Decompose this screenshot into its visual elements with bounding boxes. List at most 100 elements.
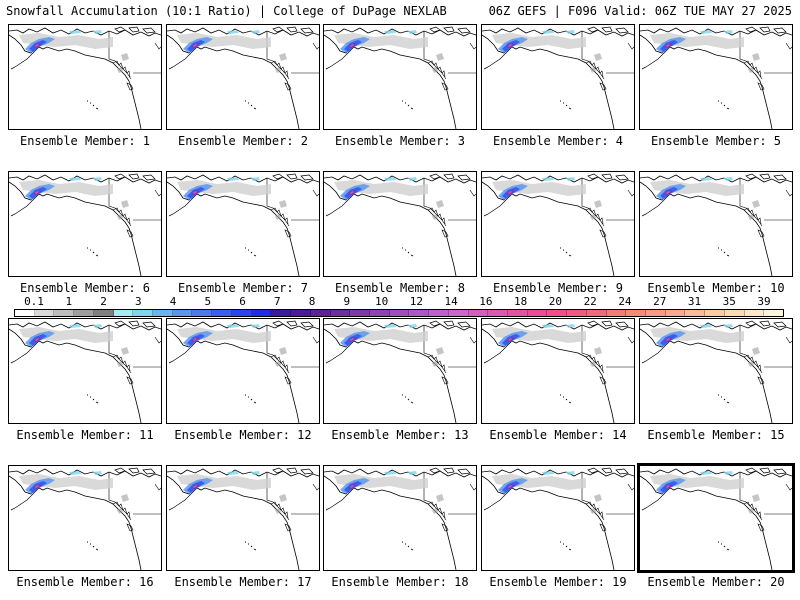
ensemble-map-panel[interactable]: [481, 24, 635, 130]
map-icon: [167, 320, 319, 423]
colorbar-swatch: [34, 310, 55, 316]
map-icon: [640, 173, 792, 276]
colorbar-tick-label: 20: [548, 295, 563, 308]
ensemble-member-label: Ensemble Member: 16: [16, 575, 154, 589]
ensemble-map-panel[interactable]: [166, 24, 320, 130]
colorbar-tick-label: 35: [722, 295, 736, 308]
ensemble-member-label: Ensemble Member: 9: [492, 281, 624, 295]
ensemble-map-panel[interactable]: [481, 465, 635, 571]
colorbar-swatch: [212, 310, 232, 316]
colorbar-swatch: [567, 310, 587, 316]
ensemble-member-label: Ensemble Member: 6: [19, 281, 151, 295]
ensemble-member-label: Ensemble Member: 2: [177, 134, 309, 148]
colorbar-tick-label: 6: [239, 295, 246, 308]
map-icon: [324, 467, 476, 570]
map-icon: [9, 467, 161, 570]
ensemble-map-panel[interactable]: [481, 318, 635, 424]
ensemble-map-panel[interactable]: [8, 24, 162, 130]
colorbar-swatch: [350, 310, 370, 316]
ensemble-member-label: Ensemble Member: 10: [647, 281, 785, 295]
colorbar-swatch: [606, 310, 627, 316]
map-icon: [324, 173, 476, 276]
colorbar-swatch: [685, 310, 706, 316]
ensemble-member-label: Ensemble Member: 12: [174, 428, 312, 442]
colorbar-swatch: [74, 310, 94, 316]
colorbar-swatch: [113, 310, 134, 316]
colorbar-swatch: [744, 310, 765, 316]
map-icon: [640, 26, 792, 129]
map-icon: [482, 26, 634, 129]
colorbar-swatch: [389, 310, 410, 316]
colorbar-tick-label: 4: [169, 295, 177, 308]
colorbar-labels: 0.1 1 2 3 4 5 6 7 8 9 10 12 14 16 18 20 22 24 27 31 35 39: [14, 296, 784, 308]
ensemble-map-panel[interactable]: [166, 318, 320, 424]
colorbar-swatch: [586, 310, 607, 316]
ensemble-map-panel[interactable]: [323, 171, 477, 277]
ensemble-member-label: Ensemble Member: 15: [647, 428, 785, 442]
ensemble-member-label: Ensemble Member: 4: [492, 134, 624, 148]
colorbar-swatch: [54, 310, 75, 316]
colorbar-tick-label: 39: [757, 295, 771, 308]
ensemble-member-label: Ensemble Member: 17: [174, 575, 312, 589]
map-icon: [167, 467, 319, 570]
ensemble-member-label: Ensemble Member: 3: [334, 134, 466, 148]
colorbar-swatch: [764, 310, 784, 316]
header-title-left: Snowfall Accumulation (10:1 Ratio) | Col…: [6, 4, 447, 18]
map-icon: [167, 173, 319, 276]
colorbar-tick-label: 18: [514, 295, 528, 308]
ensemble-member-label: Ensemble Member: 11: [16, 428, 154, 442]
colorbar-tick-label: 22: [583, 295, 597, 308]
colorbar-swatch: [291, 310, 311, 316]
ensemble-map-panel[interactable]: [639, 318, 793, 424]
header-title-right: 06Z GEFS | F096 Valid: 06Z TUE MAY 27 20…: [488, 4, 792, 18]
colorbar-swatch: [231, 310, 252, 316]
colorbar-swatch: [330, 310, 351, 316]
colorbar-swatch: [547, 310, 568, 316]
ensemble-map-panel[interactable]: [323, 465, 477, 571]
colorbar-tick-label: 14: [444, 295, 458, 308]
map-icon: [482, 173, 634, 276]
ensemble-map-panel[interactable]: [323, 318, 477, 424]
colorbar-swatch: [133, 310, 154, 316]
colorbar-swatch: [705, 310, 725, 316]
map-icon: [482, 467, 634, 570]
colorbar-swatch: [251, 310, 272, 316]
ensemble-map-panel[interactable]: [166, 465, 320, 571]
map-icon: [324, 26, 476, 129]
colorbar-tick-label: 8: [308, 295, 316, 308]
colorbar-swatch: [153, 310, 173, 316]
ensemble-map-panel[interactable]: [8, 318, 162, 424]
ensemble-map-panel[interactable]: [637, 463, 795, 573]
ensemble-map-panel[interactable]: [639, 24, 793, 130]
colorbar-swatch: [665, 310, 686, 316]
colorbar-tick-label: 3: [134, 295, 142, 308]
colorbar-tick-label: 31: [687, 295, 702, 308]
colorbar-tick-label: 16: [479, 295, 493, 308]
ensemble-map-panel[interactable]: [166, 171, 320, 277]
colorbar-swatch: [409, 310, 430, 316]
map-icon: [640, 467, 792, 570]
colorbar-swatch: [626, 310, 646, 316]
ensemble-map-panel[interactable]: [481, 171, 635, 277]
ensemble-map-panel[interactable]: [8, 465, 162, 571]
ensemble-member-label: Ensemble Member: 13: [331, 428, 469, 442]
colorbar-swatch: [271, 310, 292, 316]
header: Snowfall Accumulation (10:1 Ratio) | Col…: [0, 0, 800, 22]
colorbar-swatch: [369, 310, 390, 316]
map-icon: [9, 173, 161, 276]
ensemble-member-label: Ensemble Member: 8: [334, 281, 466, 295]
ensemble-member-label: Ensemble Member: 18: [331, 575, 469, 589]
colorbar-swatch: [527, 310, 548, 316]
colorbar-swatch: [93, 310, 114, 316]
map-icon: [482, 320, 634, 423]
ensemble-map-panel[interactable]: [323, 24, 477, 130]
colorbar-swatch: [172, 310, 193, 316]
colorbar-tick-label: 1: [65, 295, 73, 308]
colorbar-tick-label: 10: [374, 295, 389, 308]
colorbar-swatch: [468, 310, 489, 316]
colorbar-swatch: [646, 310, 666, 316]
ensemble-map-panel[interactable]: [8, 171, 162, 277]
ensemble-map-panel[interactable]: [639, 171, 793, 277]
colorbar-swatch: [192, 310, 213, 316]
map-icon: [9, 320, 161, 423]
